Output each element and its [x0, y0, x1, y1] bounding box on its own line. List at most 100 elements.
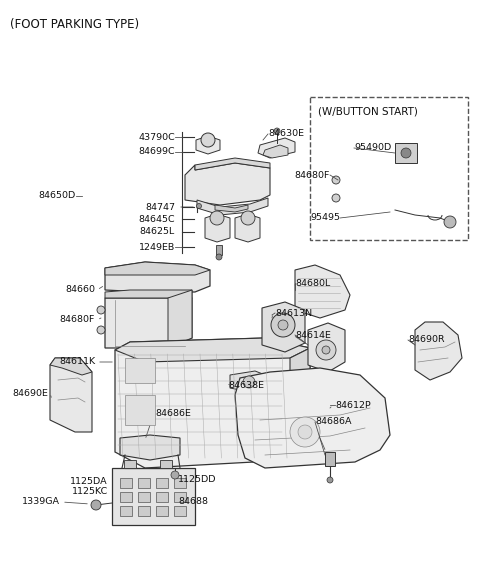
Circle shape [97, 306, 105, 314]
Bar [124, 460, 136, 468]
Text: 95490D: 95490D [354, 143, 391, 153]
Polygon shape [295, 265, 350, 318]
Circle shape [97, 326, 105, 334]
Text: 84625L: 84625L [140, 228, 175, 237]
Polygon shape [205, 214, 230, 242]
Text: 1125DD: 1125DD [178, 475, 216, 484]
Circle shape [327, 477, 333, 483]
Polygon shape [195, 158, 270, 170]
Polygon shape [262, 302, 305, 352]
Polygon shape [50, 358, 92, 432]
Circle shape [196, 204, 202, 208]
Text: 43790C: 43790C [138, 133, 175, 141]
Circle shape [216, 254, 222, 260]
Circle shape [444, 216, 456, 228]
Circle shape [322, 346, 330, 354]
Polygon shape [168, 290, 192, 348]
Circle shape [290, 417, 320, 447]
Polygon shape [230, 371, 268, 393]
Text: (FOOT PARKING TYPE): (FOOT PARKING TYPE) [10, 18, 139, 31]
Polygon shape [340, 155, 395, 220]
Polygon shape [105, 262, 210, 275]
Polygon shape [258, 138, 295, 158]
Text: 84686E: 84686E [155, 409, 191, 417]
Polygon shape [290, 348, 310, 460]
Text: 84613N: 84613N [275, 309, 312, 318]
Circle shape [171, 471, 179, 479]
Bar [216, 245, 222, 255]
Polygon shape [340, 155, 410, 220]
Text: 1339GA: 1339GA [22, 498, 60, 507]
Circle shape [278, 320, 288, 330]
Polygon shape [115, 338, 310, 362]
Polygon shape [196, 136, 220, 154]
Text: (W/BUTTON START): (W/BUTTON START) [318, 106, 418, 116]
Circle shape [332, 194, 340, 202]
Text: 84699C: 84699C [138, 147, 175, 157]
Polygon shape [185, 163, 270, 205]
Polygon shape [112, 468, 195, 525]
Circle shape [316, 340, 336, 360]
Polygon shape [50, 358, 92, 375]
Text: 84612P: 84612P [335, 400, 371, 410]
Bar [125, 358, 155, 383]
Bar [395, 143, 417, 163]
Circle shape [91, 500, 101, 510]
Bar [125, 395, 155, 425]
Bar [174, 478, 186, 488]
Text: 84688: 84688 [178, 498, 208, 507]
Circle shape [401, 148, 411, 158]
Text: 95495: 95495 [310, 214, 340, 222]
Polygon shape [415, 322, 462, 380]
Circle shape [271, 313, 295, 337]
Text: 84747: 84747 [145, 203, 175, 211]
Text: 84686A: 84686A [315, 417, 351, 427]
Text: 84680F: 84680F [60, 315, 95, 325]
Bar [325, 452, 335, 466]
Polygon shape [263, 145, 288, 158]
Bar [120, 506, 132, 516]
Text: 84680F: 84680F [295, 170, 330, 180]
Text: 1125DA: 1125DA [71, 477, 108, 487]
Bar [156, 506, 168, 516]
Bar [156, 478, 168, 488]
Polygon shape [215, 205, 248, 212]
Polygon shape [105, 262, 210, 292]
Polygon shape [105, 290, 192, 298]
Polygon shape [140, 290, 165, 296]
Bar [174, 492, 186, 502]
Bar [160, 460, 172, 468]
Circle shape [210, 211, 224, 225]
Bar [156, 492, 168, 502]
Text: 84638E: 84638E [228, 380, 264, 390]
Text: 84650D: 84650D [39, 191, 76, 201]
Polygon shape [395, 155, 410, 220]
Polygon shape [197, 198, 268, 215]
Bar [310, 97, 468, 240]
Text: 84660: 84660 [65, 285, 95, 295]
Circle shape [298, 425, 312, 439]
Polygon shape [115, 338, 310, 468]
Text: 1125KC: 1125KC [72, 487, 108, 497]
Polygon shape [235, 214, 260, 242]
Circle shape [243, 376, 255, 388]
Circle shape [241, 211, 255, 225]
Circle shape [332, 176, 340, 184]
Text: 84680L: 84680L [295, 278, 330, 288]
Text: 84645C: 84645C [138, 214, 175, 224]
Text: 1249EB: 1249EB [139, 242, 175, 251]
Text: 84611K: 84611K [59, 357, 95, 366]
Circle shape [274, 128, 280, 134]
Bar [120, 478, 132, 488]
Bar [138, 506, 150, 516]
Bar [138, 478, 150, 488]
Polygon shape [105, 298, 192, 348]
Bar [138, 492, 150, 502]
Text: 84690R: 84690R [408, 336, 444, 345]
Bar [174, 506, 186, 516]
Bar [120, 492, 132, 502]
Polygon shape [308, 323, 345, 372]
Text: 84614E: 84614E [295, 330, 331, 339]
Polygon shape [235, 368, 390, 468]
Polygon shape [340, 155, 410, 168]
